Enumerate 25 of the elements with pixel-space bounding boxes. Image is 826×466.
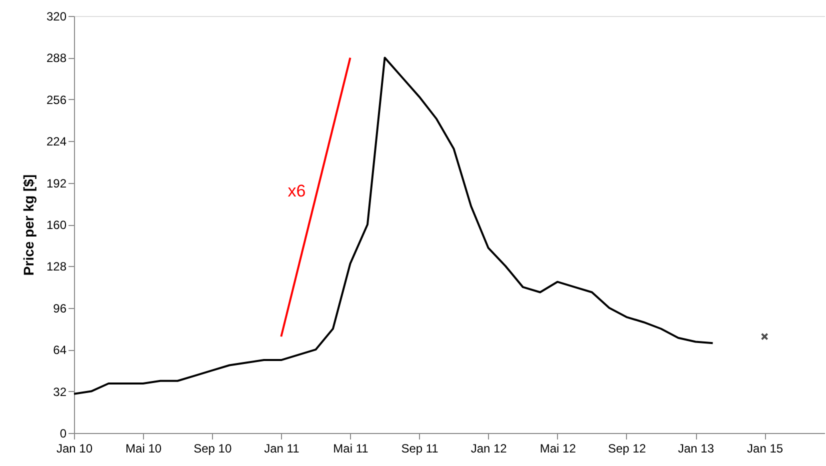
x-tick-label: Sep 12 (608, 442, 646, 456)
line-series (73, 56, 714, 395)
x-tick-label: Sep 11 (401, 442, 439, 456)
x-tick-label: Jan 15 (747, 442, 784, 456)
y-tick-label: 160 (46, 218, 67, 232)
y-tick-label: 288 (46, 51, 67, 66)
x-tick-label: Jan 11 (264, 442, 300, 456)
x-tick-label: Jan 10 (56, 442, 93, 456)
y-tick-label: 32 (53, 384, 67, 399)
annotation: x6 (288, 182, 306, 201)
x-tick-label: Mai 12 (540, 442, 576, 456)
y-tick-label: 0 (60, 426, 67, 440)
x-tick-label: Sep 10 (194, 442, 232, 456)
y-tick-label: 256 (46, 92, 67, 107)
y-tick-label: 224 (46, 134, 67, 149)
y-tick-label: 320 (46, 10, 67, 24)
y-tick-label: 128 (46, 260, 67, 274)
x-tick-label: Mai 10 (126, 442, 162, 456)
y-axis-title: Price per kg [$] (20, 174, 36, 276)
y-tick-label: 192 (46, 176, 67, 190)
y-tick-label: 64 (53, 343, 67, 358)
x-tick-label: Jan 13 (678, 442, 714, 456)
x-tick-label: Jan 12 (470, 442, 508, 456)
x-tick-label: Mai 11 (333, 442, 369, 456)
y-tick-label: 96 (53, 301, 67, 316)
